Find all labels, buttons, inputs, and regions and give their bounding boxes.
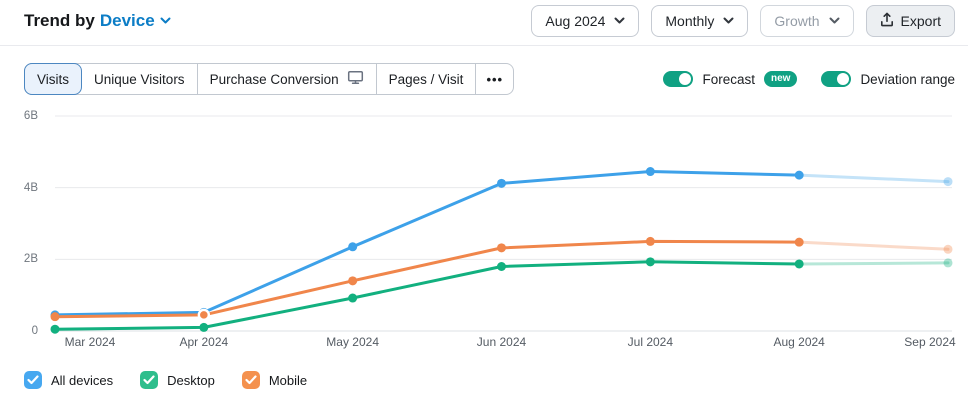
date-range-value: Aug 2024: [545, 12, 606, 29]
metric-tabs: Visits Unique Visitors Purchase Conversi…: [24, 63, 515, 95]
legend-label: Mobile: [268, 372, 308, 388]
series-line-desktop: [53, 260, 801, 331]
trend-chart: 0 2B 4B 6B Mar 2024 Apr 2024 May 2024 Jun 2024 J…: [0, 99, 968, 357]
tab-purchase-conversion[interactable]: Purchase Conversion: [198, 64, 377, 94]
growth-dropdown[interactable]: Growth: [760, 4, 854, 37]
data-point-all-devices-jul-2024[interactable]: [645, 167, 655, 177]
x-tick-label: Jul 2024: [627, 335, 674, 349]
more-metrics-button[interactable]: •••: [476, 64, 513, 94]
title-link-label: Device: [99, 10, 155, 30]
tab-label: Visits: [37, 71, 70, 87]
data-point-all-devices-may-2024[interactable]: [348, 242, 358, 252]
legend-item-desktop[interactable]: Desktop: [140, 371, 215, 389]
export-label: Export: [900, 12, 941, 29]
series-forecast-line-desktop: [797, 261, 950, 266]
chart-legend: All devices Desktop Mobile: [0, 371, 968, 389]
series-forecast-line-all-devices: [797, 173, 950, 184]
granularity-dropdown[interactable]: Monthly: [651, 4, 749, 37]
legend-label: All devices: [51, 372, 114, 388]
checkmark-icon: [143, 375, 155, 385]
highlighted-data-point-mobile-apr-2024[interactable]: [197, 308, 211, 322]
data-point-desktop-mar-2024[interactable]: [50, 324, 60, 334]
data-point-desktop-aug-2024[interactable]: [794, 259, 804, 269]
tab-pages-per-visit[interactable]: Pages / Visit: [377, 64, 477, 94]
data-point-desktop-sep-2024[interactable]: [943, 258, 953, 268]
x-tick-label: Apr 2024: [179, 335, 229, 349]
checkmark-icon: [27, 375, 39, 385]
checkmark-icon: [245, 375, 257, 385]
toggle-knob: [837, 73, 850, 85]
data-point-mobile-jul-2024[interactable]: [645, 236, 655, 246]
series-forecast-line-mobile: [797, 240, 950, 251]
legend-item-all-devices[interactable]: All devices: [24, 371, 113, 389]
date-range-dropdown[interactable]: Aug 2024: [531, 4, 640, 37]
series-line-mobile: [53, 239, 801, 319]
tab-label: Pages / Visit: [388, 71, 464, 87]
data-point-mobile-sep-2024[interactable]: [943, 244, 953, 254]
granularity-value: Monthly: [665, 12, 715, 29]
y-tick-label: 4B: [23, 181, 38, 194]
legend-item-mobile[interactable]: Mobile: [241, 371, 308, 389]
data-point-desktop-jun-2024[interactable]: [497, 262, 506, 271]
y-tick-label: 2B: [23, 253, 38, 266]
x-tick-label: Aug 2024: [773, 335, 825, 349]
data-point-all-devices-aug-2024[interactable]: [794, 170, 804, 180]
x-tick-label: Sep 2024: [904, 335, 956, 349]
device-dimension-selector[interactable]: Device: [100, 11, 171, 31]
tab-label: Unique Visitors: [94, 71, 185, 87]
x-tick-label: Mar 2024: [64, 335, 116, 349]
checkbox-checked[interactable]: [24, 371, 42, 389]
data-point-desktop-apr-2024[interactable]: [199, 322, 209, 332]
export-icon: [880, 12, 894, 30]
deviation-range-toggle[interactable]: [821, 71, 852, 87]
tab-label: Purchase Conversion: [209, 71, 339, 87]
chevron-down-icon: [160, 17, 171, 24]
new-badge: new: [763, 71, 798, 87]
y-tick-label: 0: [31, 325, 38, 337]
tab-visits[interactable]: Visits: [24, 63, 83, 95]
x-tick-label: Jun 2024: [476, 335, 527, 349]
data-point-all-devices-sep-2024[interactable]: [943, 177, 953, 187]
x-tick-label: May 2024: [326, 335, 379, 349]
series-line-all-devices: [53, 170, 801, 317]
chart-toolbar: Visits Unique Visitors Purchase Conversi…: [0, 63, 968, 95]
chevron-down-icon: [829, 17, 840, 24]
export-button[interactable]: Export: [865, 4, 955, 37]
desktop-icon: [347, 70, 364, 88]
checkbox-checked[interactable]: [241, 371, 260, 389]
forecast-label: Forecast: [702, 71, 755, 87]
legend-label: Desktop: [167, 372, 215, 388]
deviation-range-label: Deviation range: [860, 71, 955, 87]
chart-canvas: [50, 115, 953, 334]
header-controls: Aug 2024 Monthly Growth: [531, 4, 955, 37]
data-point-mobile-may-2024[interactable]: [348, 276, 358, 286]
tab-unique-visitors[interactable]: Unique Visitors: [82, 64, 198, 94]
data-point-mobile-jun-2024[interactable]: [497, 243, 506, 253]
page-title: Trend by Device: [24, 11, 171, 31]
toggle-knob: [679, 73, 692, 85]
data-point-desktop-jul-2024[interactable]: [645, 257, 655, 267]
forecast-toggle[interactable]: [663, 71, 694, 87]
ellipsis-icon: •••: [486, 71, 504, 87]
chevron-down-icon: [723, 17, 734, 24]
growth-value: Growth: [774, 12, 820, 29]
forecast-toggle-item: Forecast new: [663, 71, 798, 87]
y-tick-label: 6B: [23, 110, 38, 122]
deviation-toggle-item: Deviation range: [821, 71, 955, 87]
data-point-mobile-mar-2024[interactable]: [50, 312, 60, 322]
data-point-desktop-may-2024[interactable]: [348, 293, 358, 303]
data-point-mobile-aug-2024[interactable]: [794, 237, 804, 247]
title-prefix: Trend by: [24, 10, 95, 30]
widget-header: Trend by Device Aug 2024 Monthly: [0, 0, 968, 46]
data-point-all-devices-jun-2024[interactable]: [497, 178, 506, 188]
checkbox-checked[interactable]: [140, 371, 159, 389]
chevron-down-icon: [614, 17, 625, 24]
chart-options: Forecast new Deviation range: [663, 71, 955, 87]
